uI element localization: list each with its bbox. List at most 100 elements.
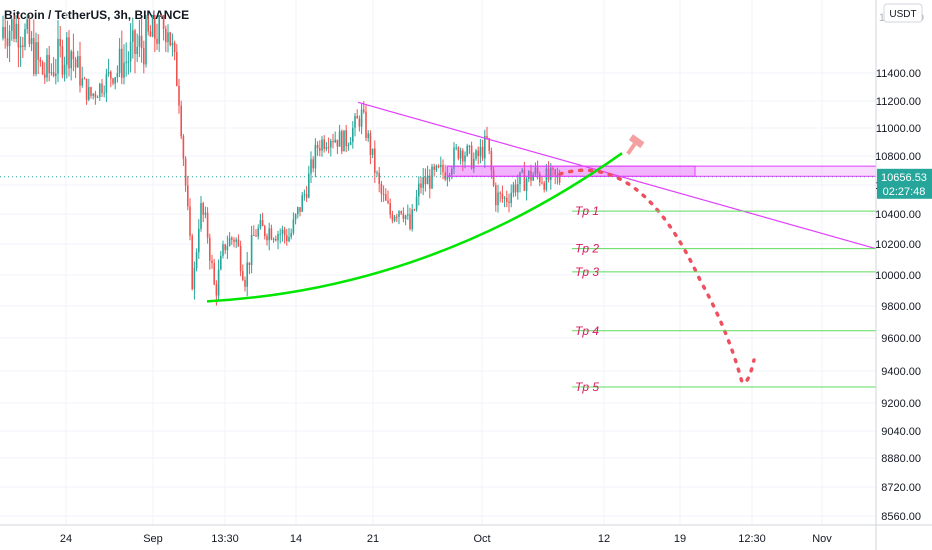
candle-body [233,239,235,242]
candle-body [237,239,240,246]
candle-body [279,233,281,235]
candle-body [268,228,270,241]
candle-body [173,42,176,52]
candle-body [162,15,165,29]
candle-body [473,158,475,169]
candle-body [281,229,284,234]
candle-body [455,147,457,149]
price-axis: 11600.0011400.0011200.0011000.0010800.00… [875,0,932,550]
candle-body [2,27,4,39]
candle-body [220,255,222,270]
candle-body [393,216,396,221]
candle-body [244,279,246,287]
candle-body [398,211,400,217]
candle-body [46,54,48,78]
candle-body [349,141,352,145]
candle-body [114,77,116,84]
candle-body [426,175,429,185]
candle-body [246,262,248,287]
candle-body [345,130,347,147]
candle-body [182,136,185,159]
candle-body [202,203,204,215]
candle-body [301,195,303,212]
candle-body [48,54,50,74]
candle-body [107,71,110,75]
price-tick-label: 8560.00 [881,511,921,523]
candle-body [543,183,545,190]
candle-body [389,202,391,215]
candle-body [545,168,548,190]
candle-body [356,115,358,119]
candle-body [510,192,512,204]
candle-body [24,29,26,47]
candle-body [413,209,416,211]
candle-body [160,15,163,16]
candle-body [466,145,468,156]
candle-body [501,193,504,199]
candle-body [125,61,127,63]
candle-body [110,71,112,79]
candle-body [143,48,145,65]
price-tick-label: 10000.00 [875,270,921,282]
candle-body [226,245,229,251]
candle-body [303,194,306,196]
candle-body [184,158,187,186]
candle-body [275,238,277,241]
candle-body [239,245,242,272]
candle-body [136,46,138,55]
candle-body [266,236,268,241]
candle-body [481,146,484,159]
candle-body [523,169,526,191]
candle-body [211,260,213,264]
candle-body [462,150,464,162]
candle-body [369,133,372,155]
candle-body [495,185,497,206]
candle-body [255,235,257,237]
candle-body [200,203,202,229]
candle-body [248,262,251,266]
candle-body [147,18,149,32]
candle-body [30,38,33,45]
candle-body [484,135,486,159]
candle-body [556,175,559,177]
candle-body [352,127,354,142]
candle-body [149,31,152,37]
candle-body [376,172,378,174]
candle-body [81,78,83,86]
time-tick-label: 12:30 [738,533,766,545]
candle-body [332,141,334,143]
candle-body [15,23,17,39]
candle-body [222,244,224,256]
target-lines: Tp 1 Tp 2 Tp 3 Tp 4 Tp 5 [572,204,876,394]
candle-body [37,42,39,60]
candle-body [321,139,323,151]
candle-body [28,19,31,45]
candle-body [277,234,279,241]
candle-body [187,185,189,207]
candle-body [35,42,37,74]
candle-body [314,144,317,169]
candle-body [215,284,218,296]
time-tick-label: Oct [473,533,490,545]
candle-body [528,171,530,179]
candle-body [470,145,473,169]
candle-body [180,105,182,137]
candle-body [116,73,119,78]
target-label-4: Tp 4 [575,324,599,338]
candle-body [442,164,444,173]
candle-body [547,168,550,180]
candle-body [312,159,314,169]
price-tick-label: 9400.00 [881,366,921,378]
candle-body [308,173,310,198]
time-tick-label: 14 [290,533,302,545]
candle-body [418,183,420,197]
candle-body [129,41,132,62]
candle-body [534,167,537,175]
candle-body [44,74,46,78]
candle-series [2,15,561,306]
time-tick-label: 21 [367,533,379,545]
price-tick-label: 8880.00 [881,453,921,465]
price-tick-label: 9200.00 [881,398,921,410]
candle-body [61,46,64,75]
